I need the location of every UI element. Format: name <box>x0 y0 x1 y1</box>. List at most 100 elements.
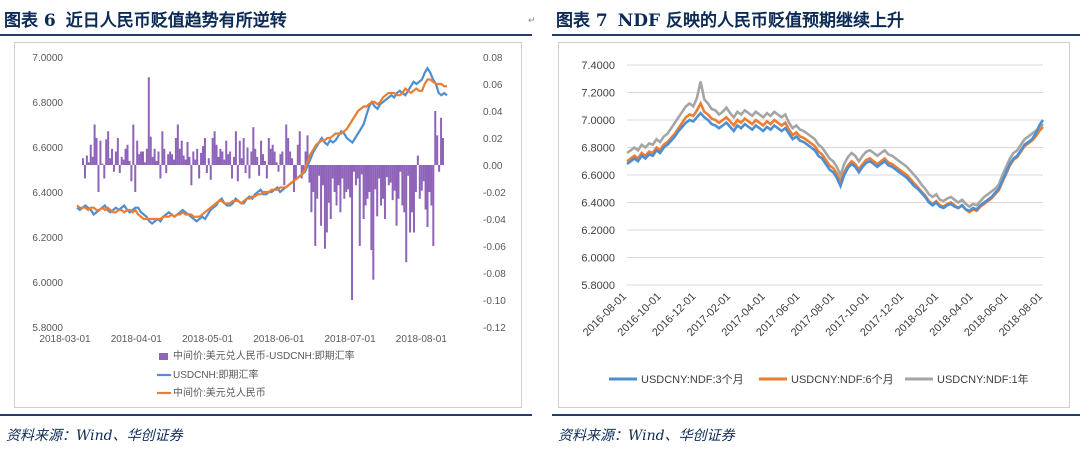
right-axis-tick-label: 0.02 <box>483 134 503 145</box>
spread-bar <box>149 136 152 165</box>
legend-label-spread: 中间价:美元兑人民币-USDCNH:即期汇率 <box>173 349 355 362</box>
x-axis-tick-label: 2018-08-01 <box>396 334 448 345</box>
right-axis-tick-label: -0.06 <box>483 242 506 253</box>
spread-bar <box>213 131 216 165</box>
spread-bar <box>360 165 363 175</box>
x-axis-tick-label: 2018-05-01 <box>182 334 234 345</box>
figure-7-title: 图表 7 NDF 反映的人民币贬值预期继续上升 <box>556 6 904 31</box>
spread-bar <box>223 159 226 165</box>
spread-bar <box>376 165 379 217</box>
spread-bar <box>424 165 427 210</box>
spread-bar <box>128 160 131 165</box>
spread-bar <box>418 165 421 199</box>
spread-bar <box>159 165 162 179</box>
spread-bar <box>380 165 383 206</box>
right-axis-tick-label: -0.08 <box>483 269 506 280</box>
figure-7-source: 资料来源：Wind、华创证券 <box>558 428 735 444</box>
spread-bar <box>349 165 352 198</box>
spread-bar <box>101 163 104 165</box>
figure-6-title-text: 近日人民币贬值趋势有所逆转 <box>65 11 287 31</box>
y-axis-tick-label: 7.2000 <box>581 88 615 100</box>
y-axis-tick-label: 6.0000 <box>581 253 615 265</box>
spread-bar <box>374 165 377 190</box>
right-axis-tick-label: 0.00 <box>483 161 503 172</box>
spread-bar <box>287 138 290 165</box>
spread-bar <box>227 154 230 165</box>
spread-bar <box>203 138 206 165</box>
spread-bar <box>405 165 408 263</box>
spread-bar <box>263 160 266 165</box>
spread-bar <box>292 165 295 192</box>
spread-bar <box>316 165 319 199</box>
spread-bar <box>145 148 148 165</box>
spread-bar <box>132 124 135 165</box>
spread-bar <box>279 154 282 165</box>
spread-bar <box>163 148 166 165</box>
spread-bar <box>231 165 234 179</box>
spread-bar <box>325 165 328 233</box>
spread-bar <box>320 165 323 226</box>
spread-bar <box>352 165 355 172</box>
spread-bar <box>103 165 106 179</box>
x-axis-tick-label: 2018-03-01 <box>39 334 91 345</box>
spread-bar <box>416 155 419 165</box>
spread-bar <box>434 111 437 165</box>
spread-bar <box>246 147 249 165</box>
spread-bar <box>372 165 375 280</box>
ndf-6m-line <box>626 100 1044 214</box>
spread-bar <box>93 124 96 165</box>
spread-bar <box>209 165 212 180</box>
spread-bar <box>389 165 392 183</box>
spread-bar <box>124 148 127 165</box>
spread-bar <box>366 165 369 199</box>
y-axis-tick-label: 6.6000 <box>581 170 615 182</box>
spread-bar <box>414 165 417 192</box>
spread-bar <box>378 165 381 179</box>
spread-bar <box>186 142 189 165</box>
figure-6-number: 图表 6 <box>4 11 56 31</box>
figure-7-title-text: NDF 反映的人民币贬值预期继续上升 <box>617 11 905 31</box>
y-axis-tick-label: 5.8000 <box>581 280 615 292</box>
spread-bar <box>254 148 257 165</box>
figure-6-bottom-rule <box>0 414 532 416</box>
spread-bar <box>283 165 286 186</box>
spread-bar <box>347 165 350 190</box>
spread-bar <box>89 144 92 165</box>
spread-bar <box>322 165 324 186</box>
figure-6-top-rule <box>0 34 532 36</box>
right-axis-tick-label: 0.06 <box>483 80 503 91</box>
spread-bar <box>176 124 179 165</box>
mid-rate-line <box>76 78 447 221</box>
figure-7: 图表 7 NDF 反映的人民币贬值预期继续上升 7.4000 7.2000 7.000… <box>552 0 1080 453</box>
spread-bar <box>107 131 110 165</box>
spread-bar <box>200 152 203 165</box>
spread-bar <box>211 138 214 165</box>
spread-bar <box>182 155 185 165</box>
spread-bar <box>426 165 429 228</box>
spread-bar <box>271 144 274 165</box>
spread-bar <box>112 165 115 172</box>
figure-7-top-rule <box>552 34 1080 36</box>
figure-6: 图表 6 近日人民币贬值趋势有所逆转 ↵ 7.0000 6.8000 6.6000 6.… <box>0 0 536 453</box>
spread-bar <box>339 165 342 213</box>
spread-bar <box>215 144 218 165</box>
spread-bar <box>99 140 102 165</box>
legend-label-mid: 中间价:美元兑人民币 <box>173 386 266 399</box>
figure-6-chart: 7.0000 6.8000 6.6000 6.4000 6.2000 6.0000 5.80… <box>32 53 506 399</box>
spread-bar <box>207 158 210 165</box>
spread-bar <box>281 151 284 165</box>
spread-bar <box>120 156 123 165</box>
spread-bar <box>318 165 321 176</box>
spread-bar <box>262 154 264 165</box>
figure-7-number: 图表 7 <box>556 11 608 31</box>
spread-bar <box>97 165 100 192</box>
spread-bar <box>242 138 245 165</box>
spread-bar <box>126 144 129 165</box>
spread-bar <box>172 159 175 165</box>
spread-bar <box>171 154 174 165</box>
spread-bar <box>140 151 143 165</box>
right-axis-tick-label: 0.08 <box>483 53 503 64</box>
left-axis-tick-label: 6.8000 <box>32 98 63 109</box>
spread-bar <box>362 165 365 219</box>
spread-bar <box>291 158 294 165</box>
